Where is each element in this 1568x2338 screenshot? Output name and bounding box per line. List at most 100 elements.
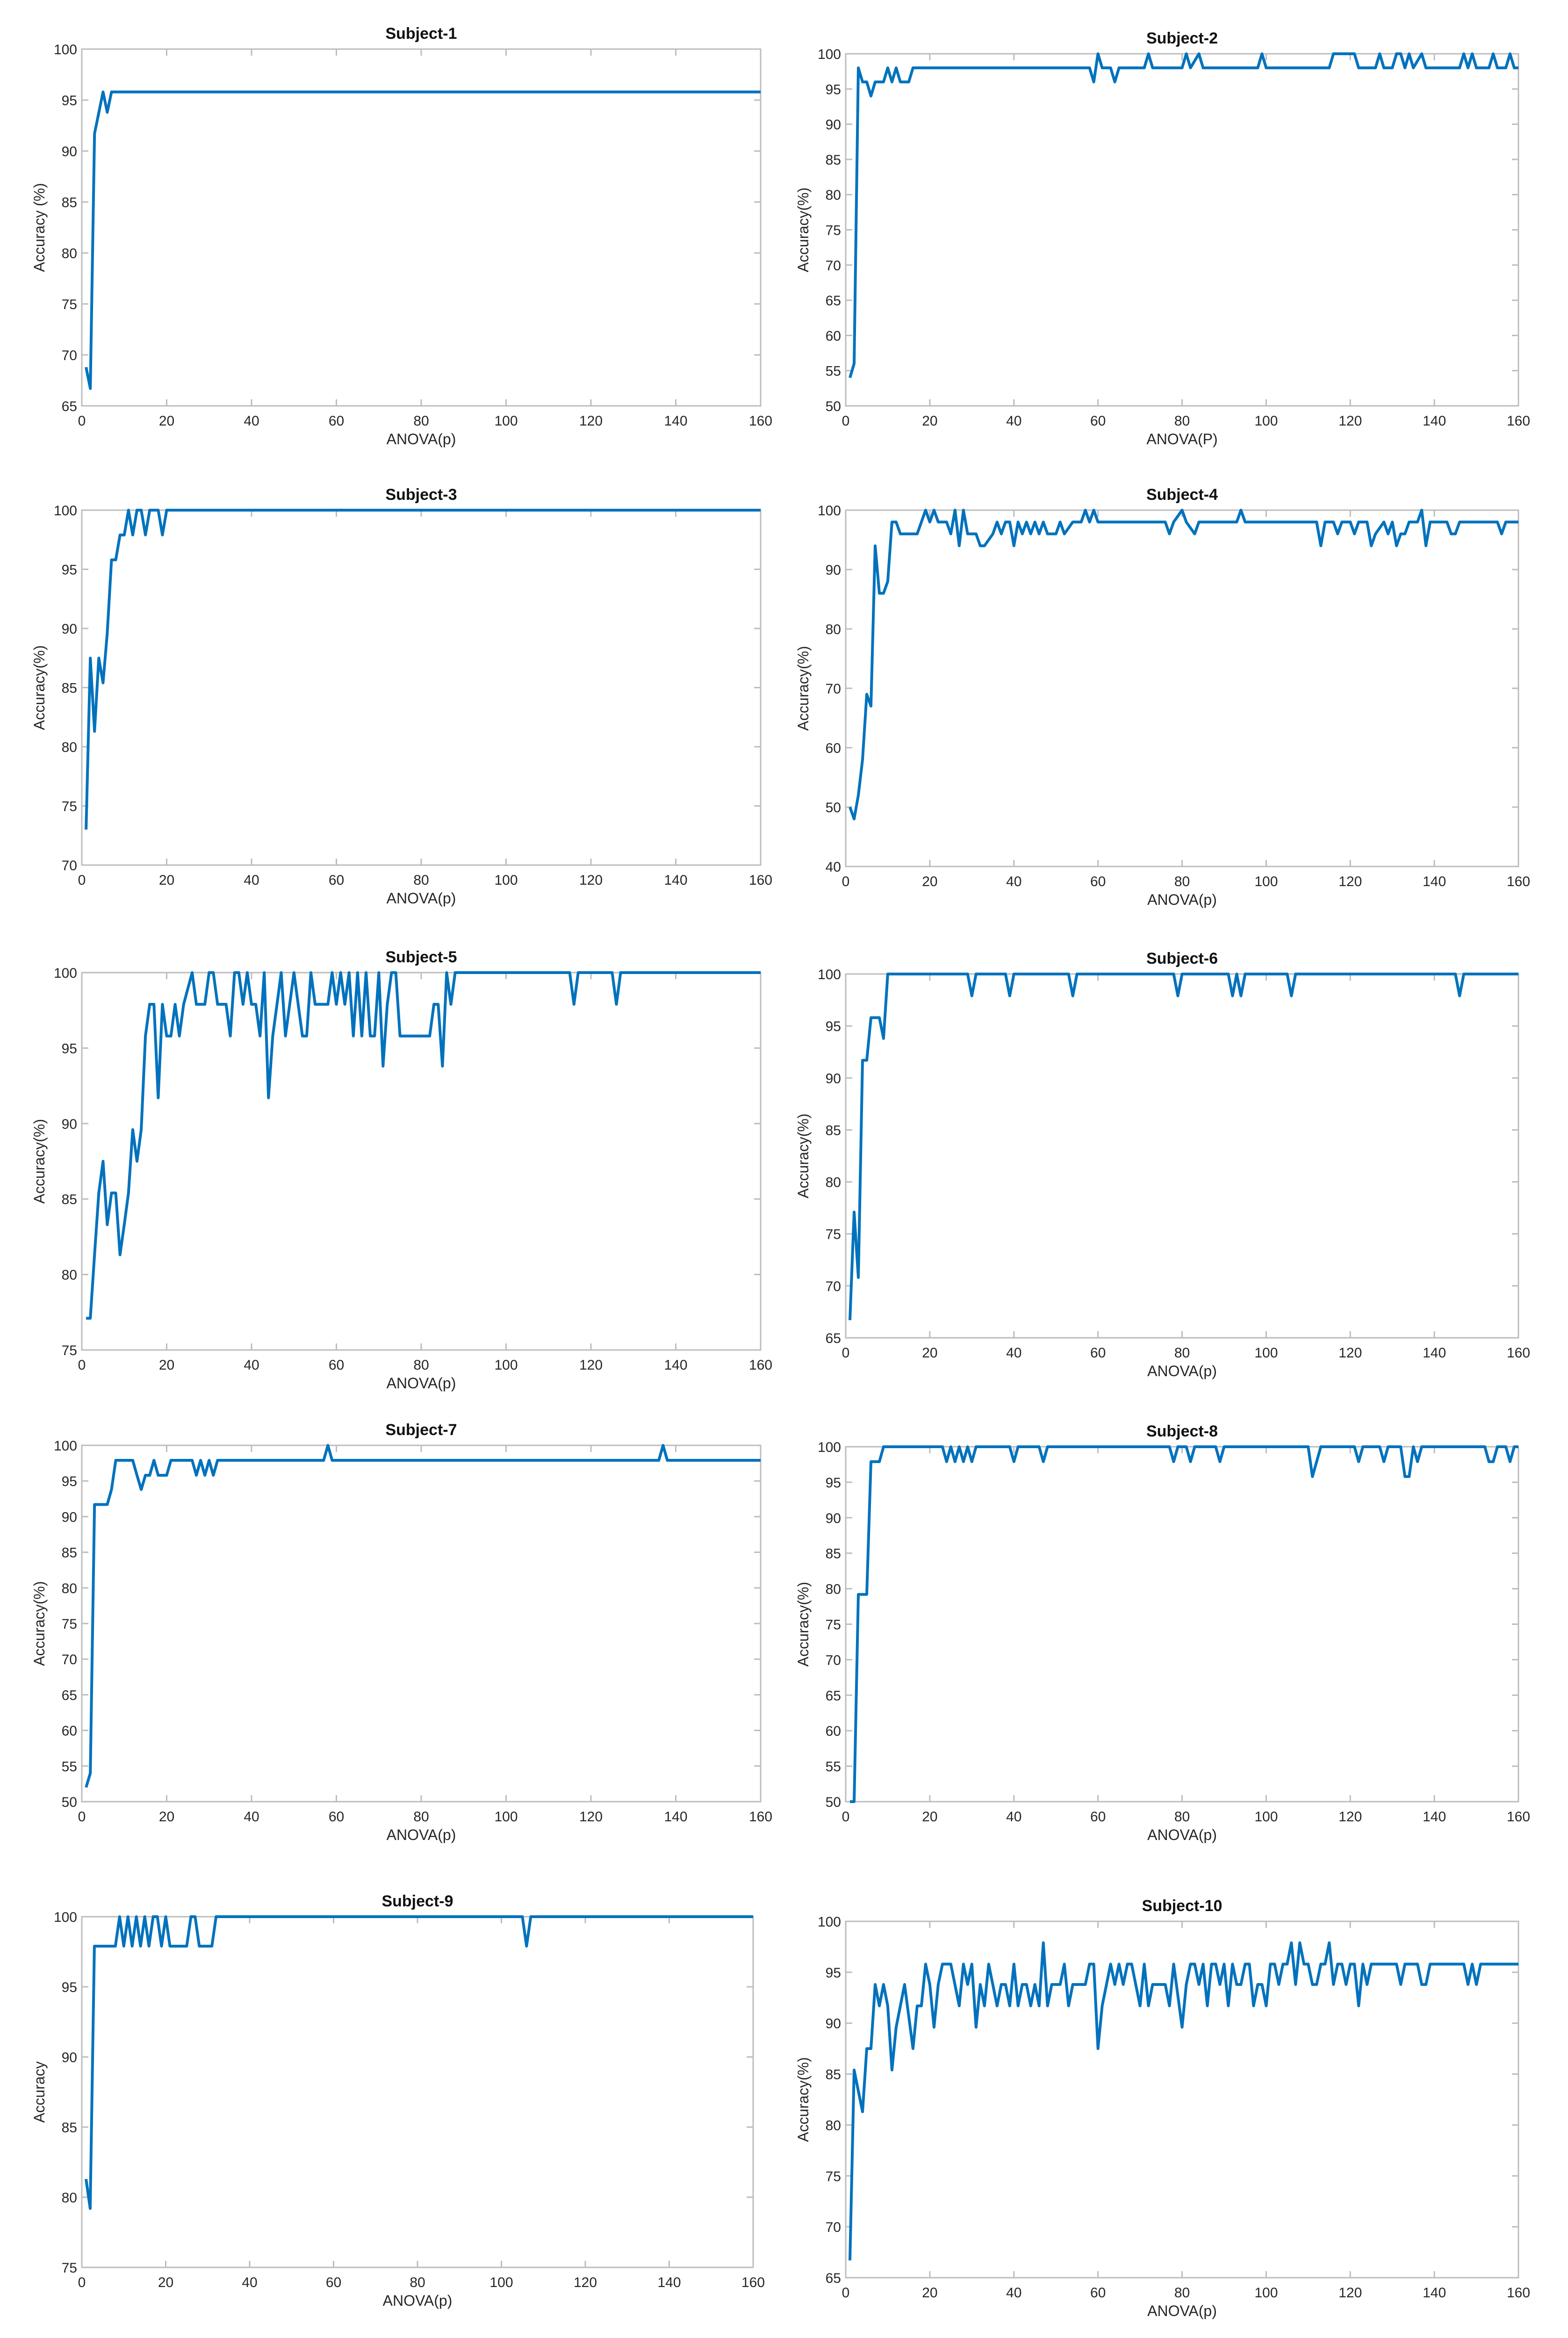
- y-tick-label: 80: [826, 1582, 841, 1597]
- y-tick-label: 60: [826, 1724, 841, 1739]
- x-tick-label: 100: [1254, 413, 1278, 429]
- accuracy-line: [849, 1941, 1518, 2261]
- chart-subject-1: 0 20 40 60 80 100 120 140 160 65 70 75 80 85 90 95 100 Su…: [31, 25, 772, 447]
- y-tick-label: 90: [826, 2016, 841, 2032]
- x-tick-label: 40: [244, 1357, 259, 1373]
- chart-title: Subject-3: [385, 486, 457, 504]
- x-tick-label: 0: [842, 874, 850, 889]
- y-tick-label: 95: [62, 563, 77, 578]
- x-tick-label: 160: [749, 413, 772, 429]
- x-tick-label: 80: [410, 2275, 425, 2290]
- x-tick-label: 160: [749, 1357, 772, 1373]
- x-tick-label: 0: [78, 2275, 86, 2290]
- x-axis-label: ANOVA(p): [387, 890, 456, 907]
- x-tick-label: 120: [579, 1809, 603, 1825]
- y-axis-label: Accuracy(%): [795, 646, 812, 730]
- y-tick-label: 85: [62, 195, 77, 210]
- y-tick-label: 90: [62, 2050, 77, 2065]
- y-axis-label: Accuracy(%): [795, 1113, 812, 1198]
- x-tick-label: 80: [413, 1809, 429, 1825]
- x-tick-label: 120: [1338, 2285, 1362, 2301]
- x-tick-label: 140: [664, 873, 687, 888]
- x-tick-label: 0: [78, 413, 86, 429]
- y-tick-label: 85: [826, 152, 841, 168]
- y-tick-label: 100: [818, 47, 841, 62]
- y-tick-label: 75: [62, 1616, 77, 1632]
- y-tick-label: 85: [826, 1546, 841, 1562]
- x-tick-label: 0: [842, 413, 850, 429]
- y-tick-label: 80: [62, 246, 77, 261]
- x-axis-label: ANOVA(p): [387, 1375, 456, 1392]
- x-tick-label: 20: [922, 1809, 937, 1825]
- x-tick-label: 120: [579, 873, 603, 888]
- y-tick-label: 90: [62, 621, 77, 637]
- x-tick-label: 120: [579, 1357, 603, 1373]
- x-tick-label: 80: [1174, 1809, 1190, 1825]
- y-tick-label: 50: [826, 800, 841, 815]
- y-axis-label: Accuracy: [31, 2061, 48, 2123]
- y-tick-label: 65: [826, 1331, 841, 1346]
- y-tick-label: 40: [826, 859, 841, 875]
- chart-title: Subject-9: [381, 1892, 453, 1910]
- x-tick-label: 20: [158, 2275, 173, 2290]
- x-tick-label: 160: [1507, 2285, 1530, 2301]
- y-tick-label: 100: [54, 503, 77, 519]
- x-tick-label: 140: [1423, 2285, 1446, 2301]
- x-tick-label: 80: [413, 873, 429, 888]
- x-axis-label: ANOVA(p): [387, 1826, 456, 1843]
- y-tick-label: 60: [826, 328, 841, 344]
- y-tick-label: 100: [54, 42, 77, 58]
- y-tick-label: 90: [62, 144, 77, 159]
- chart-title: Subject-8: [1146, 1422, 1218, 1440]
- x-tick-label: 0: [842, 1345, 850, 1361]
- y-tick-label: 80: [826, 1175, 841, 1191]
- x-tick-label: 60: [1090, 413, 1106, 429]
- x-tick-label: 20: [922, 413, 937, 429]
- x-tick-label: 0: [78, 1809, 86, 1825]
- x-tick-label: 100: [1254, 1809, 1278, 1825]
- accuracy-line: [85, 1915, 753, 2210]
- y-tick-label: 75: [826, 1227, 841, 1242]
- y-tick-label: 75: [826, 223, 841, 238]
- y-tick-label: 60: [62, 1724, 77, 1739]
- y-tick-label: 80: [826, 622, 841, 637]
- y-tick-label: 65: [826, 1688, 841, 1703]
- chart-title: Subject-7: [385, 1421, 457, 1439]
- x-axis-label: ANOVA(P): [1146, 431, 1217, 447]
- y-tick-label: 75: [62, 799, 77, 815]
- y-tick-label: 85: [826, 1123, 841, 1138]
- x-tick-label: 40: [244, 873, 259, 888]
- y-tick-label: 70: [826, 681, 841, 697]
- plot-area: [845, 509, 1519, 867]
- y-tick-label: 80: [62, 1581, 77, 1596]
- x-tick-label: 100: [1254, 1345, 1278, 1361]
- y-tick-label: 50: [826, 1795, 841, 1810]
- y-tick-label: 70: [826, 1652, 841, 1668]
- x-tick-label: 0: [78, 1357, 86, 1373]
- y-tick-label: 80: [826, 2118, 841, 2133]
- y-tick-label: 90: [826, 117, 841, 133]
- y-tick-label: 75: [62, 1343, 77, 1358]
- x-tick-label: 120: [1338, 874, 1362, 889]
- y-tick-label: 100: [818, 1914, 841, 1930]
- y-tick-label: 95: [62, 93, 77, 108]
- chart-subject-4: 0 20 40 60 80 100 120 140 160 40 50 60 70 80 90 100 Subj…: [795, 486, 1530, 908]
- chart-subject-7: 0 20 40 60 80 100 120 140 160 50 55 60 65 70 75 80 85 90 9…: [31, 1421, 772, 1843]
- chart-subject-8: 0 20 40 60 80 100 120 140 160 50 55 60 65 70 75 80 85 90 9…: [795, 1422, 1530, 1843]
- x-tick-label: 60: [1090, 2285, 1106, 2301]
- x-tick-label: 60: [1090, 1809, 1106, 1825]
- x-tick-label: 0: [78, 873, 86, 888]
- y-tick-label: 90: [826, 1071, 841, 1086]
- y-tick-label: 90: [62, 1509, 77, 1525]
- y-tick-label: 60: [826, 741, 841, 756]
- x-tick-label: 60: [329, 873, 344, 888]
- chart-subject-3: 0 20 40 60 80 100 120 140 160 70 75 80 85 90 95 100 Subj…: [31, 486, 772, 907]
- x-tick-label: 40: [242, 2275, 257, 2290]
- x-tick-label: 140: [1423, 413, 1446, 429]
- y-tick-label: 85: [62, 681, 77, 696]
- x-tick-label: 40: [244, 1809, 259, 1825]
- x-tick-label: 80: [1174, 2285, 1190, 2301]
- chart-subject-10: 0 20 40 60 80 100 120 140 160 65 70 75 80 85 90 95 100 Su…: [795, 1897, 1530, 2319]
- x-tick-label: 120: [574, 2275, 597, 2290]
- y-axis-label: Accuracy(%): [31, 1581, 48, 1666]
